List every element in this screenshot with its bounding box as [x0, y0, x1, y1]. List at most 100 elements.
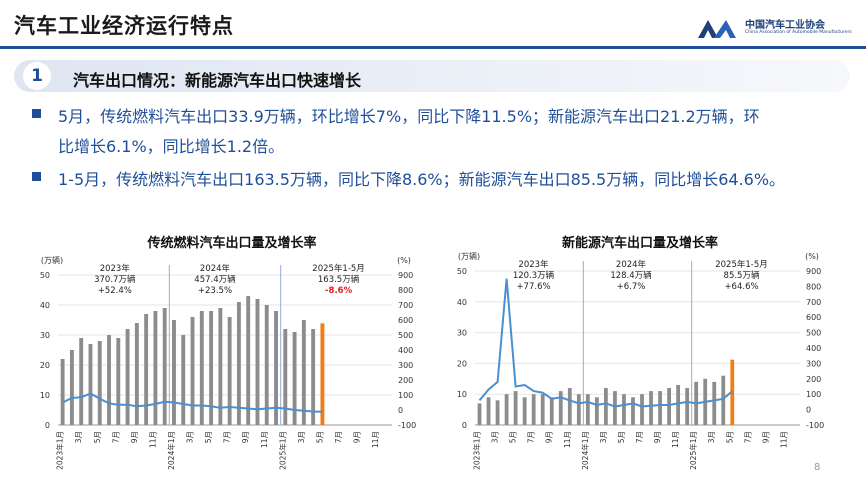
y-tick-label: 40 [40, 301, 50, 310]
bar [640, 394, 644, 425]
bullet-1-line-2: 比增长6.1%，同比增长1.2倍。 [58, 137, 285, 156]
x-tick-label: 3月 [599, 431, 608, 443]
bar [649, 391, 653, 425]
bar [613, 391, 617, 425]
x-tick-label: 5月 [315, 431, 324, 443]
x-tick-label: 9月 [130, 431, 139, 443]
y-tick-label: 10 [457, 390, 467, 399]
bar [153, 311, 158, 425]
x-tick-label: 9月 [241, 431, 250, 443]
x-tick-label: 3月 [491, 431, 500, 443]
y-tick-label: 30 [457, 329, 467, 338]
bar [199, 311, 204, 425]
bar [274, 311, 278, 425]
x-tick-label: 9月 [653, 431, 662, 443]
x-tick-label: 5月 [725, 431, 734, 443]
y2-tick-label: 0 [398, 406, 403, 415]
x-tick-label: 3月 [74, 431, 83, 443]
bar [181, 335, 186, 425]
bar [540, 394, 545, 425]
bar [504, 394, 509, 425]
chart-2: 新能源汽车出口量及增长率 (万辆) (%) 0 10 20 30 40 50 -100 0 100 20… [457, 235, 824, 470]
bar [172, 320, 176, 425]
x-tick-label: 11月 [671, 431, 680, 448]
annotation-label: 2024年 [200, 263, 231, 274]
bar [301, 320, 306, 425]
x-tick-label: 2023年1月 [55, 431, 65, 470]
x-tick-label: 3月 [186, 431, 195, 443]
y2-axis-unit-label: (%) [397, 256, 411, 265]
annotation-label: 2025年1-5月 [715, 259, 768, 270]
bar [576, 394, 581, 425]
y-tick-label: 0 [462, 421, 467, 430]
annotation-growth: +6.7% [617, 282, 646, 292]
y2-tick-label: 300 [806, 359, 821, 368]
annotation-growth: +52.4% [98, 286, 132, 296]
y2-tick-label: 100 [398, 391, 413, 400]
y2-tick-label: 500 [398, 331, 413, 340]
chart-1: 传统燃料汽车出口量及增长率 (万辆) (%) 0 10 20 30 40 50 -100 0 100 2… [40, 235, 416, 470]
bullet-square-icon [32, 172, 41, 181]
x-tick-label: 7月 [334, 431, 343, 443]
bar [125, 329, 130, 425]
y2-tick-label: -100 [398, 421, 416, 430]
annotation-label: 2023年 [100, 263, 131, 274]
bar [190, 317, 195, 425]
x-tick-label: 11月 [148, 431, 157, 448]
y2-tick-label: 400 [398, 346, 413, 355]
bar [292, 332, 297, 425]
bar [107, 335, 111, 425]
bar [513, 391, 518, 425]
y2-tick-label: 200 [806, 375, 821, 384]
annotation-total: 128.4万辆 [610, 270, 652, 281]
x-tick-label: 2023年1月 [472, 431, 482, 470]
y-axis-unit-label: (万辆) [41, 255, 63, 265]
page-number: 8 [814, 462, 821, 473]
annotation-total: 85.5万辆 [724, 270, 760, 281]
bar [60, 359, 65, 425]
y-tick-label: 50 [40, 271, 50, 280]
x-tick-label: 2025年1月 [277, 431, 287, 470]
y2-tick-label: 100 [806, 390, 821, 399]
annotation-growth: +77.6% [516, 282, 550, 292]
y2-tick-label: 400 [806, 344, 821, 353]
annotation-total: 457.4万辆 [194, 274, 236, 285]
caam-logo-icon [698, 20, 736, 38]
x-tick-label: 11月 [563, 431, 572, 448]
bar [144, 314, 149, 425]
y-tick-label: 10 [40, 391, 50, 400]
y-tick-label: 40 [457, 298, 467, 307]
chart-title: 新能源汽车出口量及增长率 [562, 235, 718, 251]
bar [283, 329, 288, 425]
logo-name-en: China Association of Automobile Manufact… [745, 30, 852, 35]
y2-tick-label: -100 [806, 421, 824, 430]
bar [658, 391, 662, 425]
x-tick-label: 7月 [223, 431, 232, 443]
annotation-total: 163.5万辆 [318, 274, 360, 285]
bar [134, 323, 139, 425]
bar [162, 308, 167, 425]
annotation-label: 2025年1-5月 [312, 263, 365, 274]
bar [594, 397, 599, 425]
x-tick-label: 11月 [260, 431, 269, 448]
y2-tick-label: 200 [398, 376, 413, 385]
bar [97, 341, 102, 425]
annotation-growth: +64.6% [724, 282, 758, 292]
chart-title: 传统燃料汽车出口量及增长率 [146, 235, 316, 251]
bar [712, 381, 717, 425]
bar [721, 375, 726, 425]
x-tick-label: 5月 [509, 431, 518, 443]
x-tick-label: 5月 [617, 431, 626, 443]
bar [495, 400, 500, 425]
annotation-total: 370.7万辆 [94, 274, 136, 285]
bar [558, 391, 563, 425]
x-tick-label: 9月 [353, 431, 362, 443]
bar [320, 323, 325, 425]
bar [246, 296, 251, 425]
bar [522, 397, 527, 425]
bar [531, 394, 536, 425]
x-tick-label: 11月 [779, 431, 788, 448]
x-tick-label: 2024年1月 [166, 431, 176, 470]
x-tick-label: 5月 [204, 431, 213, 443]
